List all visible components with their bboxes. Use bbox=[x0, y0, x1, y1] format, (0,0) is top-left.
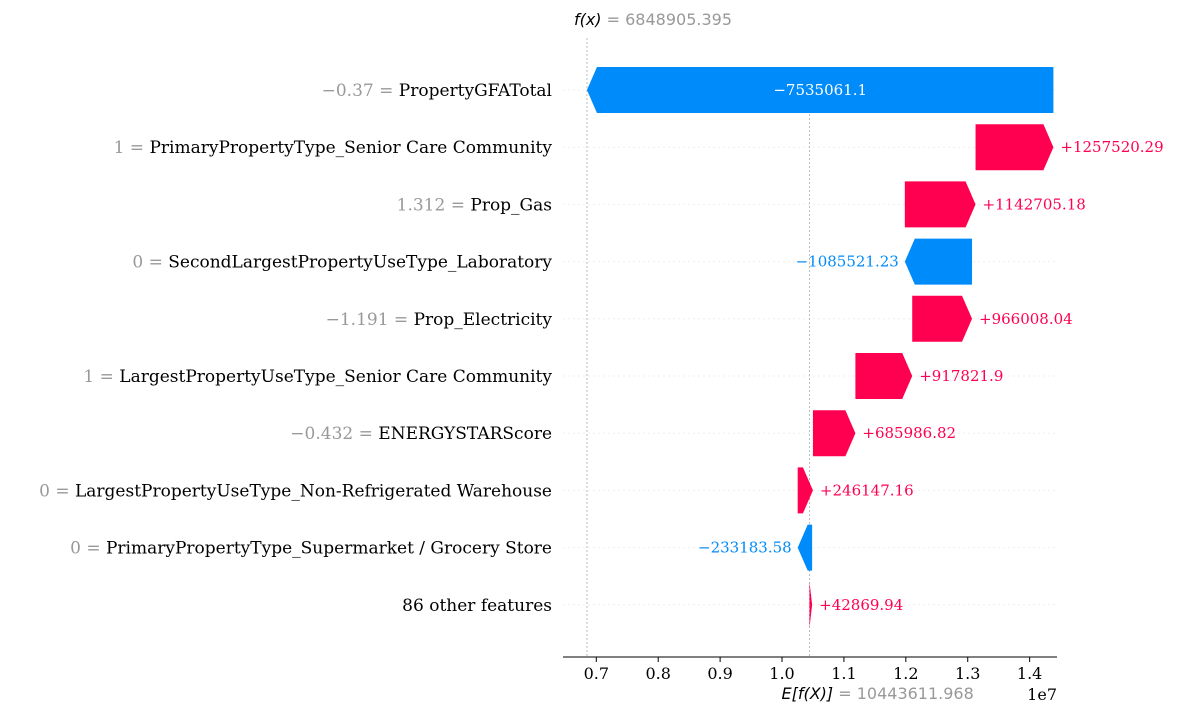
waterfall-bar bbox=[975, 124, 1054, 171]
feature-value: −0.432 bbox=[290, 424, 353, 444]
fx-value: 6848905.395 bbox=[625, 10, 732, 29]
fx-label: f(x) bbox=[574, 10, 602, 29]
bar-value-label: +1142705.18 bbox=[983, 195, 1086, 213]
waterfall-bar bbox=[797, 524, 813, 571]
feature-value: 1.312 bbox=[397, 195, 446, 215]
efx-value: 10443611.968 bbox=[857, 684, 974, 703]
feature-name: PrimaryPropertyType_Senior Care Communit… bbox=[149, 138, 552, 158]
axis-multiplier: 1e7 bbox=[1027, 685, 1057, 704]
feature-label: −0.432 = ENERGYSTARScore bbox=[290, 424, 552, 444]
bar-value-label: −7535061.1 bbox=[773, 81, 867, 99]
fx-equals: = bbox=[602, 10, 626, 29]
feature-label: 1 = PrimaryPropertyType_Senior Care Comm… bbox=[114, 138, 553, 158]
feature-label: 86 other features bbox=[402, 596, 552, 616]
reference-lines bbox=[586, 38, 810, 657]
bar-value-label: +1257520.29 bbox=[1060, 138, 1163, 156]
bars bbox=[586, 67, 1054, 628]
x-tick-label: 1.4 bbox=[1017, 664, 1042, 683]
feature-name: Prop_Electricity bbox=[414, 310, 553, 330]
feature-label: −1.191 = Prop_Electricity bbox=[326, 310, 553, 330]
feature-label: 1.312 = Prop_Gas bbox=[397, 195, 552, 215]
feature-name: ENERGYSTARScore bbox=[378, 424, 552, 444]
bar-value-label: +966008.04 bbox=[979, 310, 1073, 328]
feature-name: LargestPropertyUseType_Senior Care Commu… bbox=[119, 367, 552, 387]
feature-equals: = bbox=[389, 310, 414, 330]
fx-annotation: f(x) = 6848905.395 bbox=[574, 10, 732, 29]
feature-labels: −7535061.1 −0.37 = PropertyGFATotal +12575… bbox=[39, 81, 1164, 616]
bar-value-label: −233183.58 bbox=[698, 539, 792, 557]
feature-value: 0 bbox=[39, 481, 50, 501]
feature-equals: = bbox=[81, 539, 106, 559]
feature-value: 0 bbox=[70, 539, 81, 559]
feature-value: −0.37 bbox=[322, 81, 374, 101]
bar-value-label: +917821.9 bbox=[919, 367, 1003, 385]
feature-label: −0.37 = PropertyGFATotal bbox=[322, 81, 552, 101]
feature-value: 1 bbox=[114, 138, 125, 158]
feature-name: PrimaryPropertyType_Supermarket / Grocer… bbox=[106, 539, 552, 559]
x-tick-label: 0.7 bbox=[584, 664, 609, 683]
feature-label: 0 = PrimaryPropertyType_Supermarket / Gr… bbox=[70, 539, 552, 559]
feature-name: Prop_Gas bbox=[470, 195, 552, 215]
x-tick-label: 1.0 bbox=[769, 664, 794, 683]
feature-value: −1.191 bbox=[326, 310, 389, 330]
waterfall-bar bbox=[912, 295, 973, 342]
x-tick-label: 1.2 bbox=[893, 664, 918, 683]
feature-label: 0 = LargestPropertyUseType_Non-Refrigera… bbox=[39, 481, 552, 501]
bar-value-label: +685986.82 bbox=[862, 424, 956, 442]
feature-value: 1 bbox=[83, 367, 94, 387]
waterfall-bar bbox=[586, 67, 1054, 113]
waterfall-bar bbox=[797, 467, 813, 514]
bar-value-label: +246147.16 bbox=[820, 481, 914, 499]
waterfall-bar bbox=[809, 581, 813, 628]
bar-value-label: +42869.94 bbox=[819, 596, 903, 614]
feature-label: 1 = LargestPropertyUseType_Senior Care C… bbox=[83, 367, 552, 387]
fx-annotation-text: f(x) = 6848905.395 bbox=[574, 10, 732, 29]
feature-equals: = bbox=[445, 195, 470, 215]
waterfall-bar bbox=[904, 181, 976, 228]
feature-equals: = bbox=[50, 481, 75, 501]
x-tick-label: 0.8 bbox=[645, 664, 670, 683]
x-axis: 0.7 0.8 0.9 1.0 1.1 1.2 1.3 1.4 1e7 E[f(X)] = 104… bbox=[563, 656, 1057, 704]
feature-equals: = bbox=[374, 81, 399, 101]
efx-label: E[f(X)] bbox=[781, 684, 833, 703]
waterfall-bar bbox=[812, 410, 856, 457]
feature-equals: = bbox=[124, 138, 149, 158]
feature-name: 86 other features bbox=[402, 596, 552, 616]
waterfall-bar bbox=[904, 238, 973, 285]
bar-value-label: −1085521.23 bbox=[796, 253, 899, 271]
feature-name: PropertyGFATotal bbox=[399, 81, 552, 101]
efx-annotation: E[f(X)] = 10443611.968 bbox=[781, 684, 973, 703]
waterfall-bar bbox=[855, 353, 913, 399]
feature-equals: = bbox=[143, 253, 168, 273]
feature-name: SecondLargestPropertyUseType_Laboratory bbox=[168, 253, 552, 273]
feature-name: LargestPropertyUseType_Non-Refrigerated … bbox=[75, 481, 552, 501]
x-tick-label: 1.1 bbox=[831, 664, 856, 683]
efx-equals: = bbox=[833, 684, 857, 703]
feature-label: 0 = SecondLargestPropertyUseType_Laborat… bbox=[132, 253, 552, 273]
feature-equals: = bbox=[94, 367, 119, 387]
x-tick-label: 1.3 bbox=[955, 664, 980, 683]
x-tick-label: 0.9 bbox=[707, 664, 732, 683]
feature-equals: = bbox=[353, 424, 378, 444]
feature-value: 0 bbox=[132, 253, 143, 273]
